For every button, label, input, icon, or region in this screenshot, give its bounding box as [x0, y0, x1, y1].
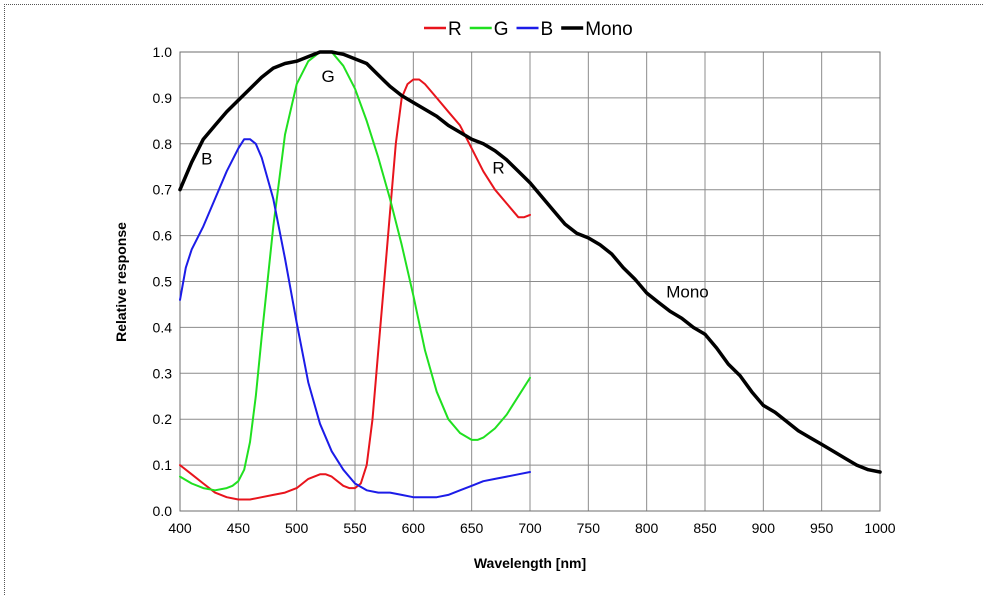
y-tick-label-0.3: 0.3 — [153, 365, 173, 381]
x-tick-label-600: 600 — [402, 520, 426, 536]
series-line-b — [179, 138, 531, 499]
legend-label-b: B — [541, 19, 554, 40]
x-tick-label-550: 550 — [343, 520, 367, 536]
y-tick-label-0.8: 0.8 — [153, 136, 173, 152]
y-tick-label-1.0: 1.0 — [153, 44, 173, 60]
x-tick-label-450: 450 — [227, 520, 251, 536]
y-axis-ticks: 0.0 0.1 0.2 0.3 0.4 0.5 0.6 0.7 0.8 0.9 1.0 — [153, 44, 173, 519]
y-tick-label-0.4: 0.4 — [153, 319, 173, 335]
legend-label-g: G — [494, 19, 509, 40]
plot-border — [179, 51, 881, 512]
plot-area-border — [179, 51, 881, 512]
x-axis-title: Wavelength [nm] — [474, 555, 586, 571]
curve-annotations: B G R Mono — [201, 67, 709, 302]
x-tick-label-700: 700 — [518, 520, 542, 536]
series-line-g — [179, 51, 531, 492]
legend-label-r: R — [448, 19, 462, 40]
annotation-g: G — [322, 67, 335, 86]
chart-frame — [4, 4, 983, 595]
x-tick-label-1000: 1000 — [864, 520, 895, 536]
y-tick-label-0.7: 0.7 — [153, 182, 173, 198]
y-tick-label-0.2: 0.2 — [153, 411, 173, 427]
series-line-mono — [178, 50, 882, 474]
y-tick-label-0.0: 0.0 — [153, 503, 173, 519]
y-tick-label-0.6: 0.6 — [153, 228, 173, 244]
annotation-mono: Mono — [666, 283, 709, 302]
x-tick-label-650: 650 — [460, 520, 484, 536]
x-tick-label-900: 900 — [752, 520, 776, 536]
series-layer — [178, 50, 882, 501]
y-tick-label-0.1: 0.1 — [153, 457, 173, 473]
grid-lines — [179, 51, 881, 512]
x-tick-label-950: 950 — [810, 520, 834, 536]
x-tick-label-800: 800 — [635, 520, 659, 536]
annotation-b: B — [201, 149, 212, 168]
x-tick-label-500: 500 — [285, 520, 309, 536]
x-tick-label-400: 400 — [168, 520, 192, 536]
x-tick-label-750: 750 — [577, 520, 601, 536]
y-tick-label-0.5: 0.5 — [153, 274, 173, 290]
y-tick-label-0.9: 0.9 — [153, 90, 173, 106]
x-tick-label-850: 850 — [693, 520, 717, 536]
x-axis-ticks: 400 450 500 550 600 650 700 750 800 850 900 950 1000 — [168, 520, 895, 536]
y-axis-title: Relative response — [113, 222, 129, 342]
legend-label-mono: Mono — [585, 19, 633, 40]
annotation-r: R — [492, 159, 504, 178]
chart-legend: R G B Mono — [424, 19, 633, 40]
